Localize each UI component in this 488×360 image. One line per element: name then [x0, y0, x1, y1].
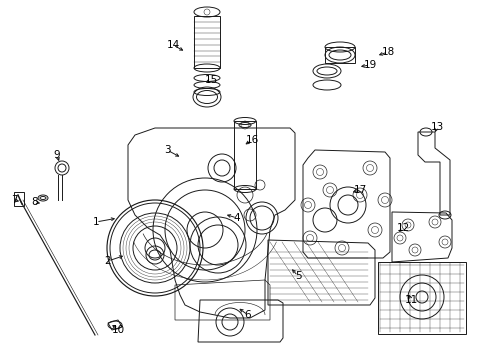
- Text: 11: 11: [404, 295, 417, 305]
- Text: 6: 6: [244, 310, 251, 320]
- Text: 12: 12: [396, 223, 409, 233]
- Text: 3: 3: [163, 145, 170, 155]
- Text: 5: 5: [294, 271, 301, 281]
- Bar: [14, 192, 24, 206]
- Text: 16: 16: [245, 135, 258, 145]
- Text: 19: 19: [363, 60, 376, 70]
- Text: 7: 7: [11, 195, 17, 205]
- Text: 10: 10: [111, 325, 124, 335]
- Text: 13: 13: [429, 122, 443, 132]
- Text: 18: 18: [381, 47, 394, 57]
- Text: 8: 8: [32, 197, 38, 207]
- Text: 14: 14: [166, 40, 179, 50]
- Bar: [377, 262, 465, 334]
- Text: 2: 2: [104, 256, 111, 266]
- Text: 15: 15: [204, 75, 217, 85]
- Bar: [325, 47, 354, 63]
- Text: 4: 4: [233, 213, 240, 223]
- Bar: [234, 121, 256, 189]
- Text: 17: 17: [353, 185, 366, 195]
- Text: 1: 1: [93, 217, 99, 227]
- Text: 9: 9: [54, 150, 60, 160]
- Bar: [194, 16, 220, 68]
